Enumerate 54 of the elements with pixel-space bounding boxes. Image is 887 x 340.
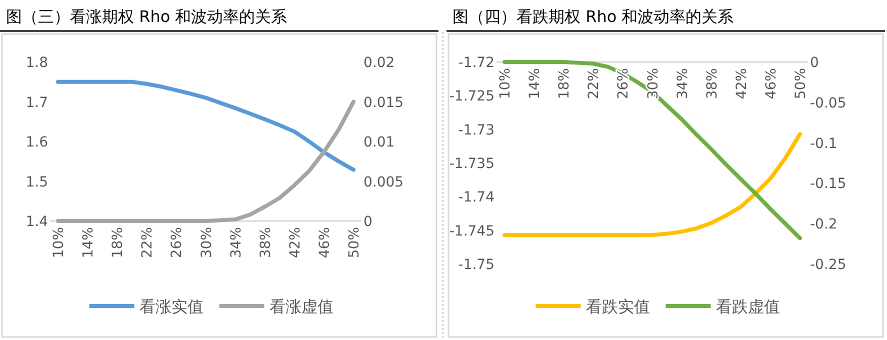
x-tick-label: 50% (346, 227, 362, 258)
x-tick-label: 26% (169, 227, 186, 258)
legend-label: 看涨实值 (139, 297, 204, 316)
y-tick-label: 1.7 (26, 94, 48, 111)
x-tick-label: 42% (734, 68, 750, 100)
x-tick-label: 10% (51, 227, 67, 258)
x-tick-label: 50% (793, 68, 809, 100)
y2-tick-label: 0.015 (364, 94, 404, 111)
x-tick-label: 34% (674, 68, 691, 100)
y2-tick-label: -0.1 (810, 136, 838, 152)
y-tick-label: -1.745 (449, 223, 494, 240)
y-tick-label: -1.72 (458, 55, 494, 71)
y-tick-label: -1.73 (458, 122, 494, 138)
y-tick-label: -1.75 (458, 257, 494, 273)
y2-tick-label: -0.2 (810, 216, 838, 233)
x-tick-label: 14% (80, 227, 97, 258)
y-tick-label: 1.5 (26, 174, 48, 190)
chart-title: 图（三）看涨期权 Rho 和波动率的关系 (6, 7, 288, 26)
y2-tick-label: 0.01 (364, 134, 395, 150)
x-tick-label: 42% (287, 227, 304, 258)
y2-tick-label: -0.25 (810, 257, 846, 273)
y-tick-label: -1.735 (449, 156, 494, 172)
x-tick-label: 46% (316, 227, 333, 258)
y2-tick-label: -0.05 (810, 95, 846, 112)
x-tick-label: 18% (556, 68, 573, 100)
y2-tick-label: 0 (364, 214, 372, 230)
legend-label: 看跌实值 (586, 297, 650, 316)
x-tick-label: 22% (140, 227, 156, 258)
x-tick-label: 18% (110, 227, 126, 258)
x-tick-label: 26% (616, 68, 632, 100)
x-tick-label: 38% (258, 227, 274, 258)
chart-title: 图（四）看跌期权 Rho 和波动率的关系 (452, 7, 734, 26)
y-tick-label: -1.74 (458, 190, 495, 206)
y2-tick-label: 0.02 (364, 55, 395, 71)
x-tick-label: 30% (198, 227, 215, 258)
legend-label: 看跌虚值 (716, 297, 780, 316)
y-tick-label: -1.725 (449, 88, 494, 105)
line-series (56, 80, 356, 172)
x-tick-label: 34% (228, 227, 244, 258)
x-tick-label: 38% (704, 68, 720, 100)
y-tick-label: 1.8 (26, 55, 48, 71)
x-tick-label: 46% (763, 68, 780, 100)
legend-label: 看涨虚值 (269, 297, 334, 316)
y-tick-label: 1.4 (26, 214, 48, 230)
line-series (56, 100, 356, 223)
y-tick-label: 1.6 (26, 134, 48, 150)
y2-tick-label: -0.15 (810, 176, 846, 192)
x-tick-label: 22% (586, 68, 602, 100)
x-tick-label: 14% (527, 68, 544, 100)
y2-tick-label: 0 (810, 55, 819, 71)
x-tick-label: 30% (645, 68, 662, 100)
line-series (502, 132, 802, 238)
y2-tick-label: 0.005 (364, 174, 404, 190)
x-tick-label: 10% (498, 68, 514, 100)
